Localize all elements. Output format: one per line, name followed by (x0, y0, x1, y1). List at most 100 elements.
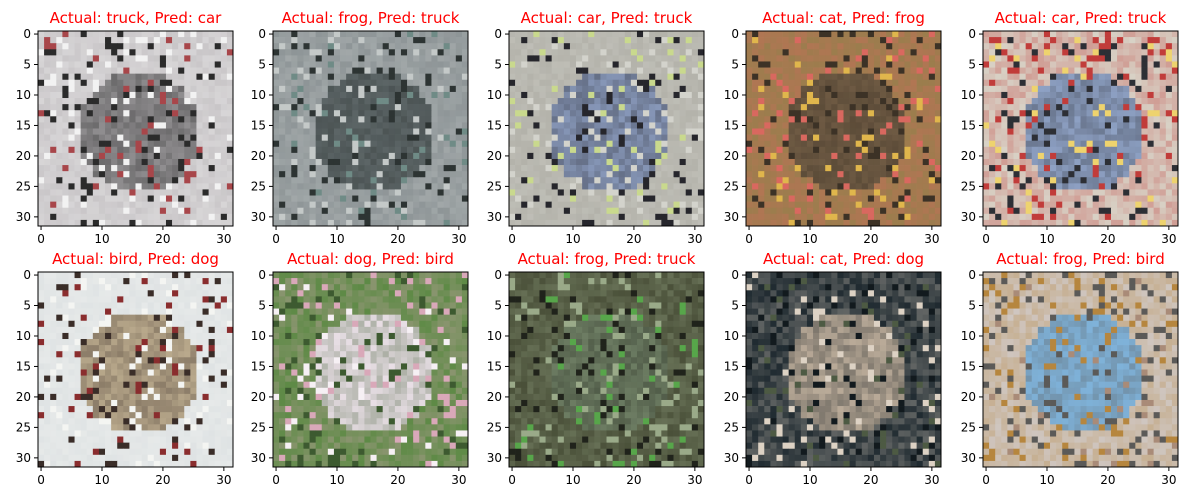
y-tick-label: 0 (258, 268, 266, 282)
x-tick-label: 20 (1100, 473, 1115, 487)
y-tick-label: 10 (961, 88, 976, 102)
y-tick-label: 30 (487, 210, 502, 224)
x-tick-label: 20 (155, 232, 170, 246)
axes-frame (982, 271, 1179, 468)
y-tick-label: 20 (251, 149, 266, 163)
image-panel-3: Actual: car, Pred: truck 0 10 20 30 0 5 10 15 20 2… (487, 9, 705, 246)
y-tick-label: 15 (16, 359, 31, 373)
y-tick-label: 0 (968, 268, 976, 282)
sample-image (38, 31, 234, 227)
y-tick-label: 20 (724, 149, 739, 163)
y-tick-label: 25 (487, 179, 502, 193)
image-panel-10: Actual: frog, Pred: bird 0 10 20 30 0 5 10 15 20 2… (961, 250, 1179, 487)
sample-image (38, 272, 234, 468)
panel-title: Actual: car, Pred: truck (521, 9, 693, 27)
sample-image (509, 31, 705, 227)
image-panel-1: Actual: truck, Pred: car 0 10 20 30 0 5 10 15 20 2… (16, 9, 234, 246)
panel-title: Actual: dog, Pred: bird (287, 250, 454, 268)
image-panel-4: Actual: cat, Pred: frog 0 10 20 30 0 5 10 15 20 25… (724, 9, 942, 246)
y-tick-label: 5 (968, 58, 976, 72)
x-tick-label: 20 (390, 232, 405, 246)
y-tick-label: 30 (724, 210, 739, 224)
image-panel-9: Actual: cat, Pred: dog 0 10 20 30 0 5 10 15 20 25 3… (724, 250, 942, 487)
y-tick-label: 0 (494, 27, 502, 41)
y-tick-label: 20 (251, 390, 266, 404)
axes-frame (745, 30, 942, 227)
y-tick-label: 25 (16, 420, 31, 434)
y-tick-label: 30 (251, 210, 266, 224)
x-tick-label: 10 (1039, 473, 1054, 487)
x-tick-label: 20 (1100, 232, 1115, 246)
image-panel-5: Actual: car, Pred: truck 0 10 20 30 0 5 10 15 20 2… (961, 9, 1179, 246)
y-tick-label: 20 (487, 390, 502, 404)
axes-frame (508, 30, 705, 227)
sample-image (273, 31, 469, 227)
y-tick-label: 20 (487, 149, 502, 163)
y-tick-label: 5 (968, 299, 976, 313)
y-tick-label: 25 (724, 420, 739, 434)
y-tick-label: 0 (23, 27, 31, 41)
y-tick-label: 30 (16, 451, 31, 465)
y-tick-label: 10 (724, 329, 739, 343)
x-tick-label: 0 (508, 232, 516, 246)
sample-image (509, 272, 705, 468)
panel-title: Actual: cat, Pred: dog (763, 250, 924, 268)
sample-image (273, 272, 469, 468)
axes-frame (508, 271, 705, 468)
axes-frame (982, 30, 1179, 227)
y-tick-label: 10 (16, 329, 31, 343)
x-tick-label: 30 (451, 232, 466, 246)
panel-title: Actual: frog, Pred: truck (282, 9, 460, 27)
image-panel-6: Actual: bird, Pred: dog 0 10 20 30 0 5 10 15 20 25… (16, 250, 234, 487)
y-tick-label: 30 (251, 451, 266, 465)
y-tick-label: 5 (258, 299, 266, 313)
panel-title: Actual: cat, Pred: frog (762, 9, 925, 27)
x-tick-label: 10 (802, 473, 817, 487)
sample-image (983, 272, 1179, 468)
y-tick-label: 0 (494, 268, 502, 282)
y-tick-label: 5 (258, 58, 266, 72)
x-tick-label: 0 (982, 232, 990, 246)
x-tick-label: 30 (687, 473, 702, 487)
x-tick-label: 10 (94, 232, 109, 246)
x-tick-label: 30 (451, 473, 466, 487)
image-panel-8: Actual: frog, Pred: truck 0 10 20 30 0 5 10 15 20… (487, 250, 705, 487)
y-tick-label: 15 (487, 118, 502, 132)
y-tick-label: 5 (23, 58, 31, 72)
sample-image (983, 31, 1179, 227)
x-tick-label: 20 (863, 232, 878, 246)
y-tick-label: 10 (16, 88, 31, 102)
x-tick-label: 20 (390, 473, 405, 487)
y-tick-label: 25 (487, 420, 502, 434)
panel-title: Actual: car, Pred: truck (995, 9, 1167, 27)
x-tick-label: 0 (745, 473, 753, 487)
y-tick-label: 25 (961, 179, 976, 193)
y-tick-label: 25 (961, 420, 976, 434)
y-tick-label: 15 (487, 359, 502, 373)
y-tick-label: 10 (724, 88, 739, 102)
y-tick-label: 30 (961, 210, 976, 224)
x-tick-label: 10 (329, 232, 344, 246)
y-tick-label: 0 (258, 27, 266, 41)
x-tick-label: 20 (863, 473, 878, 487)
x-tick-label: 20 (626, 473, 641, 487)
y-tick-label: 15 (724, 359, 739, 373)
x-tick-label: 10 (94, 473, 109, 487)
y-tick-label: 15 (251, 118, 266, 132)
sample-image (746, 31, 942, 227)
y-tick-label: 30 (16, 210, 31, 224)
y-tick-label: 30 (724, 451, 739, 465)
y-tick-label: 15 (251, 359, 266, 373)
sample-image (746, 272, 942, 468)
x-tick-label: 30 (687, 232, 702, 246)
y-tick-label: 25 (724, 179, 739, 193)
y-tick-label: 0 (731, 268, 739, 282)
y-tick-label: 20 (724, 390, 739, 404)
y-tick-label: 10 (251, 88, 266, 102)
x-tick-label: 10 (802, 232, 817, 246)
y-tick-label: 10 (251, 329, 266, 343)
x-tick-label: 0 (272, 473, 280, 487)
y-tick-label: 5 (23, 299, 31, 313)
y-tick-label: 10 (487, 88, 502, 102)
